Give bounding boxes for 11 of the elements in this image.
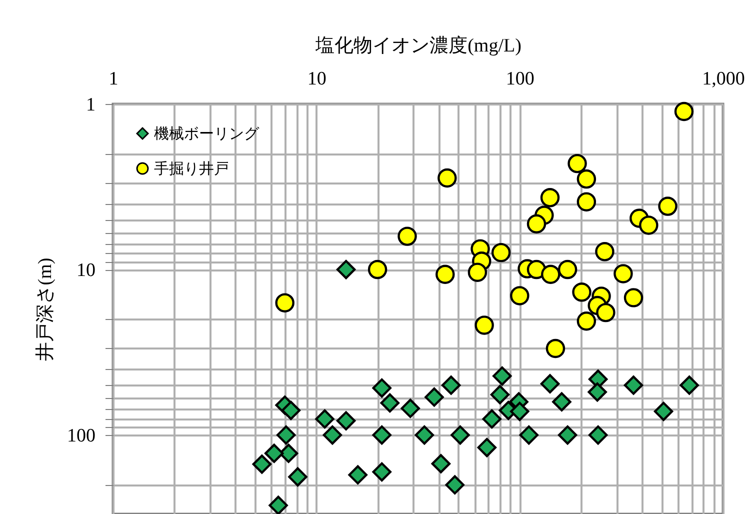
y-axis-title: 井戸深さ(m) <box>35 258 56 362</box>
legend-label: 手掘り井戸 <box>154 160 229 178</box>
x-tick-label: 1,000 <box>702 68 745 90</box>
y-tick-label: 10 <box>76 260 96 282</box>
y-tick-label: 1 <box>86 94 96 116</box>
x-tick-label: 1 <box>108 68 118 90</box>
legend-label: 機械ボーリング <box>154 126 260 142</box>
x-tick-label: 10 <box>307 68 326 90</box>
x-axis-title: 塩化物イオン濃度(mg/L) <box>314 34 522 56</box>
x-tick-label: 100 <box>506 68 534 90</box>
y-tick-label: 100 <box>67 426 96 447</box>
